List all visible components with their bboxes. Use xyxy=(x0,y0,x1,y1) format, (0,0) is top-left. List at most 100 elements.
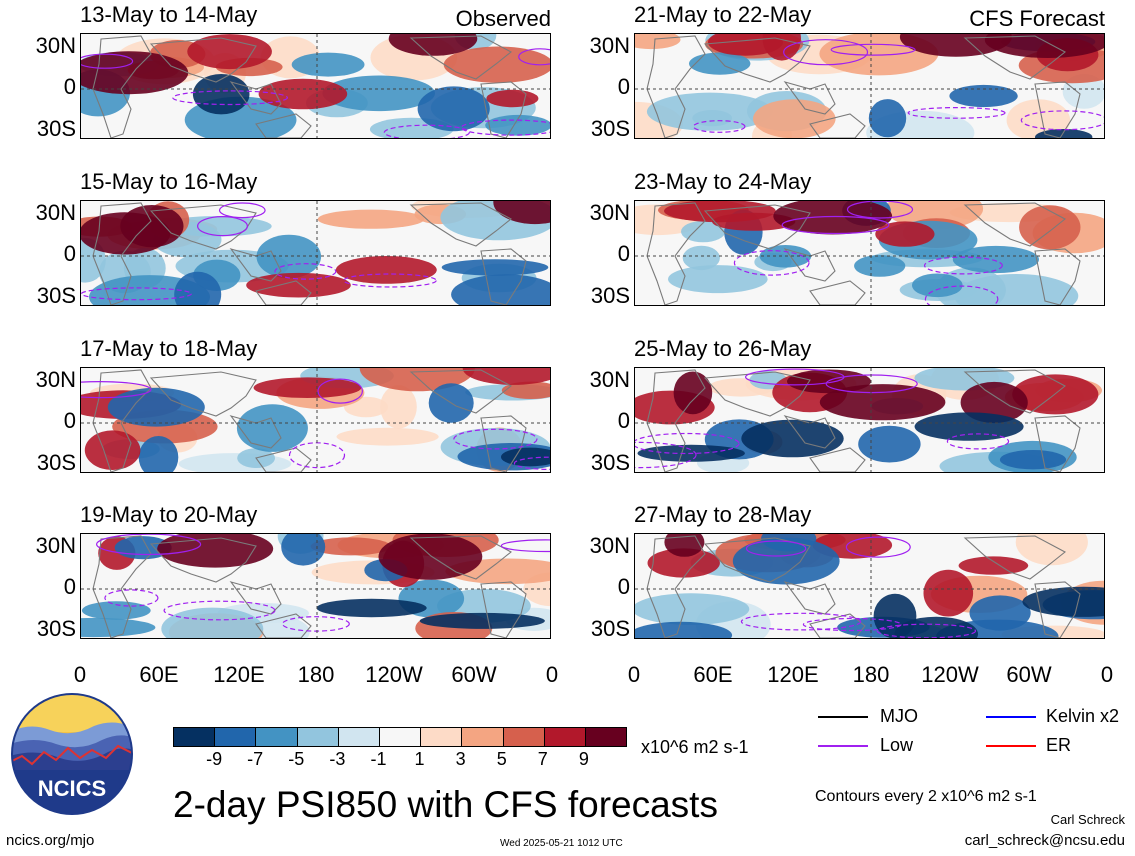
psi-anomaly-region xyxy=(1035,129,1093,138)
lon-label: 60E xyxy=(139,662,179,687)
psi850-map-panel xyxy=(634,200,1105,306)
colorbar-tick-label: 3 xyxy=(455,749,466,769)
low-contour xyxy=(907,106,1006,119)
coastline xyxy=(149,37,257,83)
lat-label: 30N xyxy=(35,367,76,392)
psi-anomaly-region xyxy=(335,256,437,284)
panel-title: 13-May to 14-May xyxy=(80,2,258,27)
psi-anomaly-region xyxy=(875,221,935,247)
psi-anomaly-region xyxy=(388,34,478,56)
lon-label: 120W xyxy=(921,662,979,687)
low-contour xyxy=(923,256,1003,275)
coastline xyxy=(409,535,512,580)
colorbar-tick-label: 1 xyxy=(414,749,425,769)
low-contour xyxy=(453,428,538,450)
contours-note: Contours every 2 x10^6 m2 s-1 xyxy=(815,788,1037,805)
legend-mjo-line xyxy=(818,716,868,718)
colorbar-tick-label: -9 xyxy=(206,749,223,769)
lon-label: 120E xyxy=(767,662,819,687)
low-contour xyxy=(692,120,746,133)
coastline xyxy=(92,202,152,305)
coastline xyxy=(92,35,152,138)
psi850-map-panel xyxy=(80,200,551,306)
coastline xyxy=(703,537,811,583)
legend-low-label: Low xyxy=(880,735,914,755)
coastline xyxy=(646,202,706,305)
colorbar-swatch xyxy=(338,728,380,746)
low-contour xyxy=(81,53,134,69)
lat-label: 30S xyxy=(36,283,76,308)
lat-label: 0 xyxy=(63,74,76,99)
psi-anomaly-region xyxy=(923,569,974,617)
psi-anomaly-region xyxy=(138,436,179,472)
author-name: Carl Schreck xyxy=(1050,812,1125,827)
lat-label: 30S xyxy=(590,116,630,141)
coastline xyxy=(1034,581,1081,638)
coastline xyxy=(92,535,152,638)
psi-anomaly-region xyxy=(253,377,362,398)
coastline xyxy=(149,204,257,250)
coastline xyxy=(255,613,312,638)
lat-label: 30S xyxy=(590,450,630,475)
colorbar-swatch xyxy=(503,728,545,746)
psi-anomaly-region xyxy=(668,265,768,294)
lat-label: 0 xyxy=(617,574,630,599)
lon-label: 0 xyxy=(73,662,87,687)
low-contour xyxy=(460,119,550,136)
psi850-map-panel xyxy=(634,533,1105,639)
site-link[interactable]: ncics.org/mjo xyxy=(6,832,95,849)
low-contour xyxy=(281,616,350,632)
coastline xyxy=(809,447,866,472)
low-contour xyxy=(745,540,807,557)
psi-anomaly-region xyxy=(322,75,435,112)
psi-anomaly-region xyxy=(419,612,545,629)
panel-type-label: Observed xyxy=(455,6,551,31)
low-contour xyxy=(946,433,1010,450)
lat-label: 0 xyxy=(63,241,76,266)
lat-label: 30N xyxy=(589,367,630,392)
psi-anomaly-region xyxy=(969,595,1031,631)
colorbar-swatch xyxy=(462,728,504,746)
legend-mjo-label: MJO xyxy=(880,706,918,726)
psi-anomaly-region xyxy=(753,99,836,138)
coastline xyxy=(1034,415,1081,472)
coastline xyxy=(480,248,527,305)
psi-anomaly-region xyxy=(912,273,963,298)
author-email[interactable]: carl_schreck@ncsu.edu xyxy=(964,832,1125,849)
psi-anomaly-region xyxy=(417,86,490,132)
low-contour xyxy=(274,263,337,280)
psi-anomaly-region xyxy=(493,201,550,225)
lon-label: 60E xyxy=(693,662,733,687)
psi-anomaly-region xyxy=(1015,534,1088,566)
psi-anomaly-region xyxy=(443,46,550,83)
colorbar-tick-label: 7 xyxy=(537,749,548,769)
psi-anomaly-region xyxy=(732,537,840,585)
psi-anomaly-region xyxy=(81,617,156,638)
low-contour xyxy=(218,202,266,219)
psi-anomaly-region xyxy=(673,371,713,415)
coastline xyxy=(963,535,1066,580)
low-contour xyxy=(518,48,550,66)
lat-label: 30N xyxy=(589,200,630,225)
lat-label: 30N xyxy=(35,33,76,58)
low-contour xyxy=(781,215,890,235)
psi-anomaly-region xyxy=(380,385,417,429)
colorbar-swatch xyxy=(544,728,586,746)
lat-label: 0 xyxy=(63,574,76,599)
psi-anomaly-region xyxy=(310,537,391,556)
panel-title: 27-May to 28-May xyxy=(634,502,812,527)
psi-anomaly-region xyxy=(246,272,351,298)
psi-anomaly-region xyxy=(451,274,550,305)
low-contour xyxy=(745,368,845,386)
low-contour xyxy=(196,216,248,237)
coastline xyxy=(963,202,1066,247)
psi-anomaly-region xyxy=(501,381,550,399)
psi-anomaly-region xyxy=(187,34,272,70)
psi-anomaly-region xyxy=(854,255,906,277)
psi850-map-panel xyxy=(80,33,551,139)
psi-anomaly-region xyxy=(174,271,222,305)
psi-anomaly-region xyxy=(501,447,550,467)
lat-label: 30N xyxy=(589,533,630,558)
colorbar-tick-label: -3 xyxy=(329,749,346,769)
lon-label: 0 xyxy=(545,662,559,687)
